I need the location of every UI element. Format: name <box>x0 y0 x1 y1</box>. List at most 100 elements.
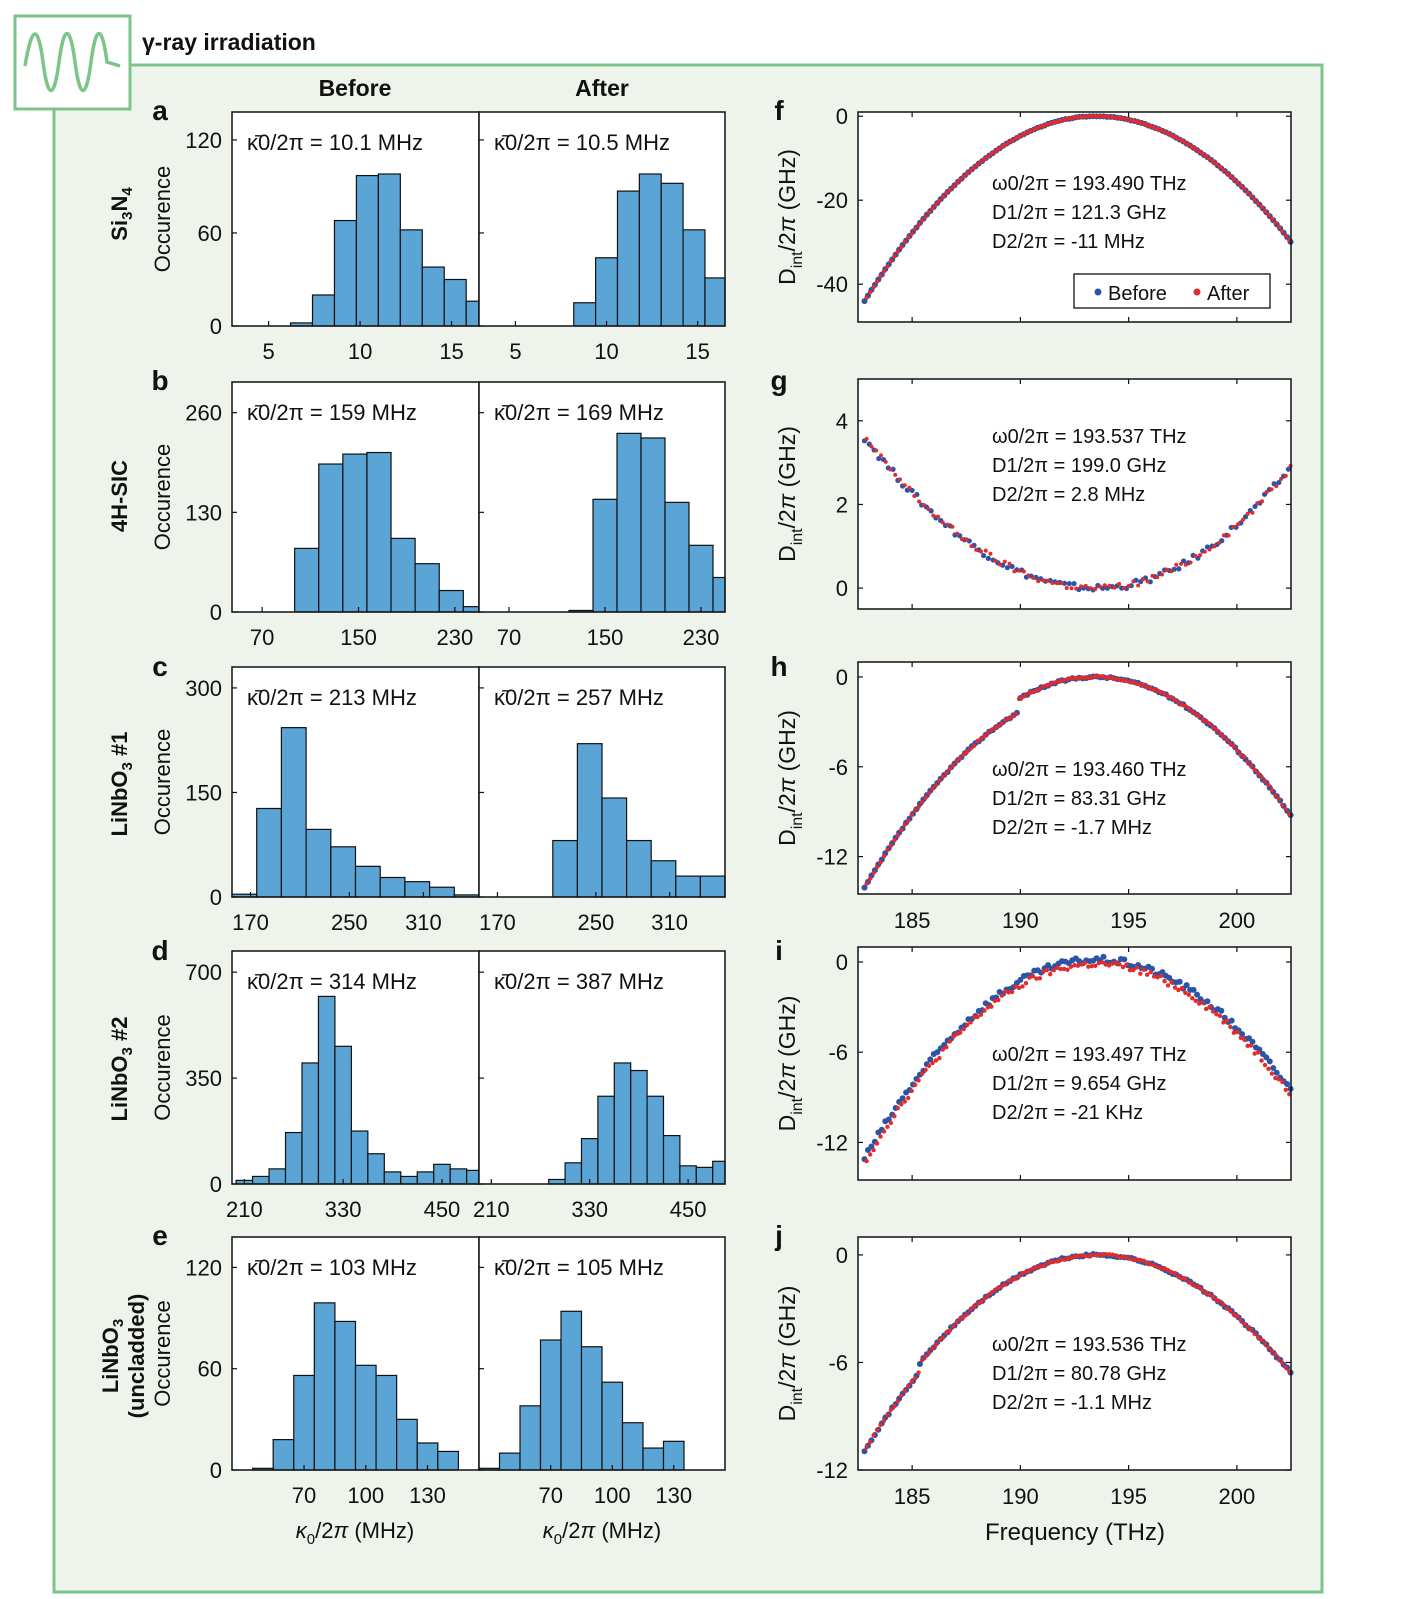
after-point <box>1036 579 1041 584</box>
histogram-panel-e-after: 70 100 130 κ̄0/2π = 105 MHz <box>478 1236 726 1508</box>
before-point <box>980 552 987 559</box>
after-point <box>919 218 925 223</box>
after-point <box>957 177 963 183</box>
y-tick-label: 120 <box>185 128 222 153</box>
after-point <box>1210 159 1216 165</box>
after-point <box>971 743 977 749</box>
after-point <box>1252 197 1257 202</box>
before-point <box>1194 991 1201 998</box>
histogram-bar <box>342 453 368 613</box>
after-point <box>871 1147 876 1153</box>
histogram-bar <box>379 876 406 898</box>
after-point <box>1210 1009 1216 1014</box>
x-tick-label: 70 <box>292 1483 316 1508</box>
after-point <box>867 289 873 295</box>
after-point <box>1100 674 1105 679</box>
after-point <box>1034 1265 1039 1270</box>
y-tick-label: -20 <box>816 188 848 213</box>
before-point <box>1004 565 1010 571</box>
after-point <box>1003 717 1008 723</box>
y-tick-label: 0 <box>836 576 848 601</box>
x-tick-label: 195 <box>1110 1484 1147 1509</box>
x-tick-label: 210 <box>473 1197 510 1222</box>
after-point <box>968 1307 973 1312</box>
after-point <box>982 733 987 739</box>
after-point <box>1145 972 1150 977</box>
after-point <box>947 766 952 772</box>
before-point <box>876 455 882 462</box>
legend-before-marker <box>1094 288 1102 296</box>
after-point <box>1169 133 1174 138</box>
svg-text:4H-SIC: 4H-SIC <box>107 460 132 532</box>
after-point <box>940 774 946 779</box>
after-point <box>1082 675 1088 680</box>
after-point <box>926 1350 932 1356</box>
axes-box <box>478 381 726 613</box>
after-point <box>923 1354 928 1359</box>
after-point <box>919 800 925 805</box>
after-point <box>1248 763 1254 769</box>
after-point <box>1131 1257 1136 1262</box>
x-tick-label: 190 <box>1002 1484 1039 1509</box>
after-point <box>1082 1253 1088 1259</box>
after-point <box>975 1014 980 1020</box>
after-point <box>978 1012 984 1017</box>
after-point <box>944 1045 949 1050</box>
after-point <box>989 727 994 733</box>
after-point <box>1266 1066 1271 1072</box>
after-point <box>1273 793 1278 798</box>
after-point <box>899 827 904 833</box>
after-point <box>954 1031 959 1037</box>
after-point <box>1083 583 1088 588</box>
after-point <box>1283 807 1289 812</box>
y-axis-label: Occurence <box>150 1014 175 1120</box>
after-point <box>1280 802 1285 808</box>
x-tick-label: 70 <box>539 1483 563 1508</box>
after-point <box>1159 572 1164 577</box>
histogram-bar <box>560 1310 583 1471</box>
after-point <box>1031 575 1036 580</box>
after-point <box>1058 966 1063 972</box>
histogram-bar <box>330 846 357 898</box>
after-point <box>1037 687 1043 692</box>
after-point <box>917 499 922 504</box>
after-point <box>1016 696 1022 702</box>
after-point <box>1193 998 1198 1004</box>
after-point <box>1141 682 1146 688</box>
after-point <box>1030 689 1036 695</box>
after-point <box>1051 120 1056 125</box>
after-point <box>1127 117 1133 123</box>
after-point <box>1245 1324 1250 1330</box>
after-point <box>1058 118 1063 123</box>
after-point <box>954 758 959 764</box>
y-tick-label: -12 <box>816 1130 848 1155</box>
after-point <box>1172 985 1178 990</box>
after-point <box>1242 1321 1247 1327</box>
after-point <box>1061 966 1067 972</box>
waveform-icon <box>13 14 132 111</box>
after-point <box>985 154 991 159</box>
after-point <box>1075 676 1081 681</box>
after-point <box>1162 129 1167 134</box>
histogram-bar <box>712 576 726 613</box>
after-point <box>1186 706 1192 711</box>
before-point <box>1017 976 1024 983</box>
histogram-panel-b-after: 70 150 230 κ̄0/2π = 169 MHz <box>478 381 726 650</box>
histogram-bar <box>539 1339 562 1471</box>
x-tick-label: 310 <box>651 910 688 935</box>
after-point <box>1148 969 1153 975</box>
after-point <box>1072 963 1077 968</box>
x-tick-label: 210 <box>226 1197 263 1222</box>
y-tick-label: 0 <box>210 314 222 339</box>
after-point <box>964 1022 970 1028</box>
after-point <box>895 1105 901 1111</box>
after-point <box>937 778 942 784</box>
after-point <box>1186 1280 1192 1285</box>
x-tick-label: 195 <box>1110 908 1147 933</box>
dispersion-parameter: D1/2π = 83.31 GHz <box>992 788 1166 810</box>
after-point <box>867 1439 873 1445</box>
after-point <box>1020 694 1025 699</box>
after-point <box>1172 134 1178 139</box>
y-tick-label: -6 <box>828 1040 848 1065</box>
svg-text:LiNbO3: LiNbO3 <box>98 1319 127 1393</box>
